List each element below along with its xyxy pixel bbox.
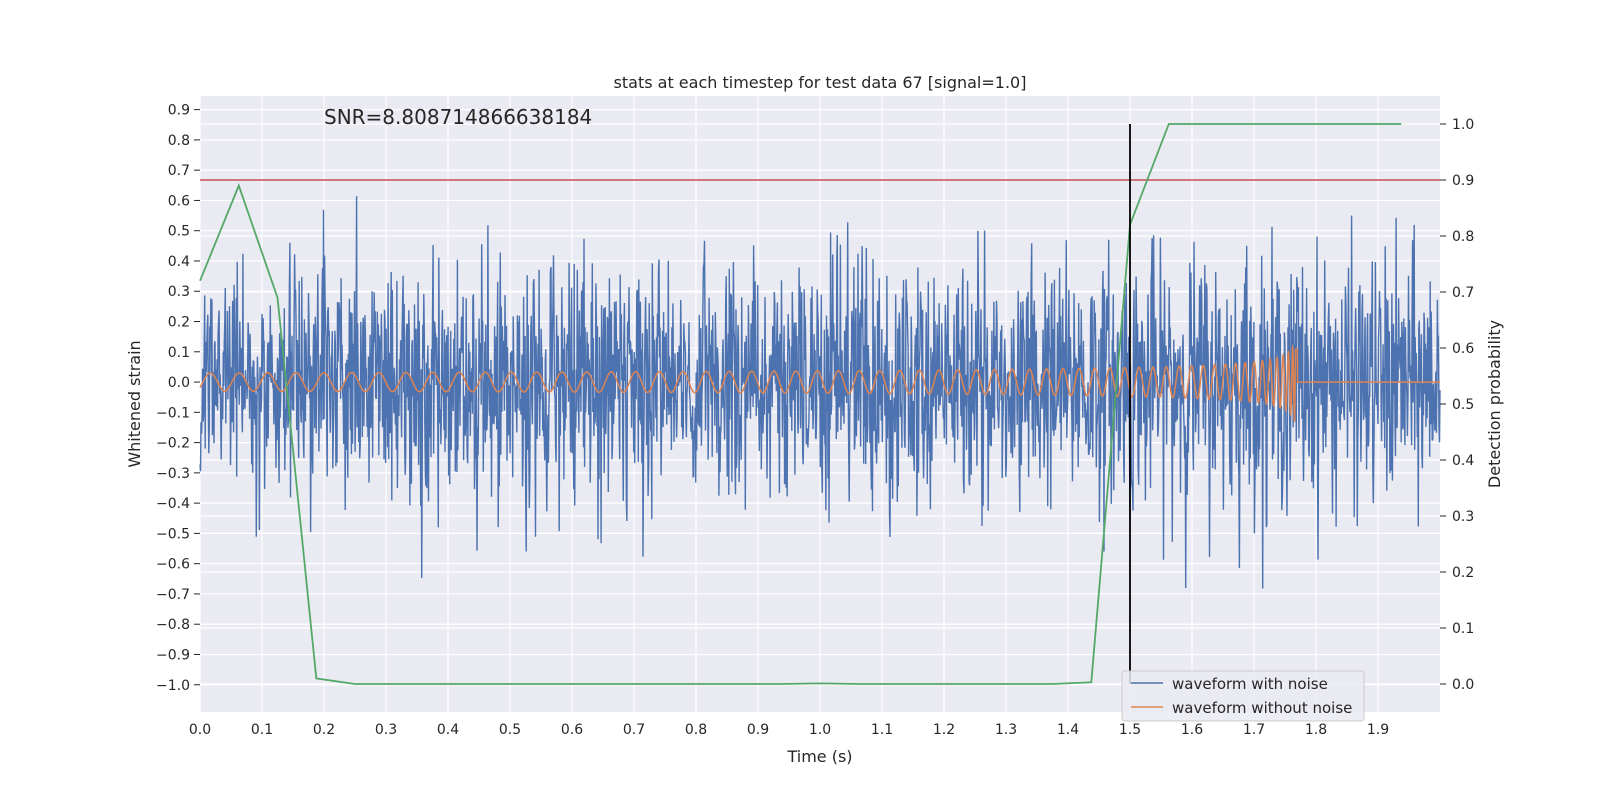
legend-box <box>1121 670 1365 722</box>
y-axis-left-label: Whitened strain <box>125 340 144 467</box>
y-tick-label-left: 0.4 <box>168 254 190 270</box>
y-tick-label-left: 0.2 <box>168 315 190 331</box>
y-tick-label-left: 0.3 <box>168 284 190 300</box>
x-tick-label: 1.8 <box>1305 722 1327 738</box>
y-tick-label-left: 0.7 <box>168 163 190 179</box>
y-tick-label-right: 1.0 <box>1452 117 1474 133</box>
x-tick-label: 1.6 <box>1181 722 1203 738</box>
snr-annotation: SNR=8.808714866638184 <box>324 105 592 129</box>
legend-label-clean: waveform without noise <box>1172 699 1352 717</box>
y-tick-label-left: 0.5 <box>168 224 190 240</box>
x-tick-label: 0.3 <box>375 722 397 738</box>
y-tick-label-right: 0.8 <box>1452 229 1474 245</box>
y-tick-label-right: 0.1 <box>1452 621 1474 637</box>
y-tick-label-right: 0.3 <box>1452 509 1474 525</box>
x-tick-label: 1.3 <box>995 722 1017 738</box>
x-tick-label: 0.8 <box>685 722 707 738</box>
x-tick-label: 0.4 <box>437 722 459 738</box>
y-tick-label-left: 0.6 <box>168 193 190 209</box>
x-tick-label: 0.1 <box>251 722 273 738</box>
y-tick-label-left: −0.7 <box>156 587 190 603</box>
y-tick-label-left: −0.5 <box>156 526 190 542</box>
y-tick-label-left: −0.9 <box>156 647 190 663</box>
x-tick-label: 1.9 <box>1367 722 1389 738</box>
x-tick-label: 1.0 <box>809 722 831 738</box>
y-tick-label-left: −0.6 <box>156 557 190 573</box>
y-tick-label-left: −0.4 <box>156 496 190 512</box>
y-tick-label-left: 0.0 <box>168 375 190 391</box>
y-tick-label-right: 0.2 <box>1452 565 1474 581</box>
y-axis-right-label: Detection probability <box>1485 320 1504 488</box>
y-tick-label-left: −1.0 <box>156 678 190 694</box>
x-axis-label: Time (s) <box>786 747 852 766</box>
legend: waveform with noise waveform without noi… <box>1121 670 1365 722</box>
y-tick-label-right: 0.7 <box>1452 285 1474 301</box>
y-tick-label-right: 0.5 <box>1452 397 1474 413</box>
y-tick-label-right: 0.9 <box>1452 173 1474 189</box>
series-line-detection-probability <box>199 123 1402 685</box>
x-tick-label: 1.7 <box>1243 722 1265 738</box>
y-tick-label-left: −0.3 <box>156 466 190 482</box>
series-layer <box>199 123 1441 685</box>
y-tick-label-left: 0.9 <box>168 103 190 119</box>
y-tick-label-left: −0.1 <box>156 405 190 421</box>
y-tick-label-right: 0.6 <box>1452 341 1474 357</box>
x-tick-label: 1.4 <box>1057 722 1079 738</box>
x-tick-label: 1.5 <box>1119 722 1141 738</box>
x-tick-label: 0.0 <box>189 722 211 738</box>
legend-label-noise: waveform with noise <box>1172 675 1328 693</box>
x-tick-label: 1.2 <box>933 722 955 738</box>
y-tick-label-left: −0.8 <box>156 617 190 633</box>
y-tick-label-right: 0.0 <box>1452 677 1474 693</box>
y-tick-label-left: 0.8 <box>168 133 190 149</box>
x-tick-label: 0.5 <box>499 722 521 738</box>
x-tick-label: 0.2 <box>313 722 335 738</box>
ticks: 0.0 0.1 0.2 0.3 0.4 0.5 0.6 0.7 0.8 0.9 1.0 1.1 1.2 1… <box>156 103 1474 738</box>
x-tick-label: 1.1 <box>871 722 893 738</box>
x-tick-label: 0.9 <box>747 722 769 738</box>
x-tick-label: 0.7 <box>623 722 645 738</box>
y-tick-label-right: 0.4 <box>1452 453 1474 469</box>
chart-title: stats at each timestep for test data 67 … <box>614 73 1027 92</box>
series-line-clean <box>199 344 1440 422</box>
y-tick-label-left: 0.1 <box>168 345 190 361</box>
x-tick-label: 0.6 <box>561 722 583 738</box>
y-tick-label-left: −0.2 <box>156 436 190 452</box>
